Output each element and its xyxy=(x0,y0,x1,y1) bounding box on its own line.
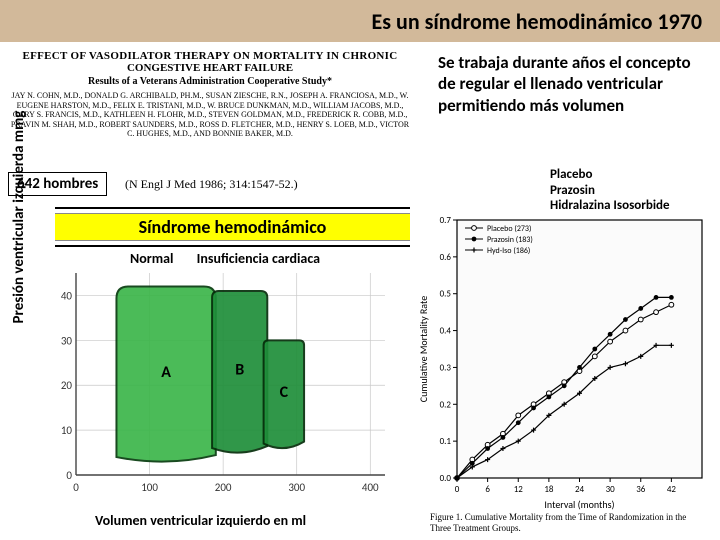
svg-text:24: 24 xyxy=(575,484,585,495)
legend-prazosin: Prazosin xyxy=(550,183,710,199)
paper-citation: (N Engl J Med 1986; 314:1547-52.) xyxy=(125,177,298,192)
mortality-chart: 0 6 12 18 24 30 36 42 0.0 0.1 0.2 0.3 0.4 0.5 0.6 0.7 In… xyxy=(415,212,710,512)
left-chart-y-label: Presión ventricular izquierda mmg xyxy=(10,92,28,342)
svg-text:0.7: 0.7 xyxy=(440,215,452,226)
svg-text:A: A xyxy=(161,363,171,382)
svg-text:Interval (months): Interval (months) xyxy=(544,498,614,511)
svg-text:Prazosin (183): Prazosin (183) xyxy=(487,235,533,245)
svg-text:10: 10 xyxy=(61,424,73,437)
figure-caption: Figure 1. Cumulative Mortality from the … xyxy=(430,512,700,534)
svg-text:0.5: 0.5 xyxy=(440,289,452,300)
svg-text:30: 30 xyxy=(61,334,73,347)
svg-text:300: 300 xyxy=(288,481,305,494)
svg-text:12: 12 xyxy=(514,484,524,495)
page-title: Es un síndrome hemodinámico 1970 xyxy=(372,8,702,35)
svg-text:Hyd-Iso (186): Hyd-Iso (186) xyxy=(487,246,530,256)
svg-text:18: 18 xyxy=(544,484,554,495)
commentary-line: Se trabaja durante años el concepto de r… xyxy=(438,52,691,116)
paper-header: EFFECT OF VASODILATOR THERAPY ON MORTALI… xyxy=(10,50,410,139)
svg-text:100: 100 xyxy=(141,481,158,494)
section-heading: Síndrome hemodinámico xyxy=(55,213,410,241)
svg-text:6: 6 xyxy=(485,484,490,495)
legend-placebo: Placebo xyxy=(550,167,710,183)
left-chart-x-label: Volumen ventricular izquierdo en ml xyxy=(95,512,306,529)
svg-text:30: 30 xyxy=(606,484,616,495)
svg-text:C: C xyxy=(280,383,289,402)
paper-subtitle: Results of a Veterans Administration Coo… xyxy=(10,76,410,87)
loop-series-labels: Normal Insuficiencia cardiaca xyxy=(120,250,330,267)
paper-authors: JAY N. COHN, M.D., DONALD G. ARCHIBALD, … xyxy=(10,91,410,139)
svg-text:0.3: 0.3 xyxy=(440,362,452,373)
pv-loop-chart: 0 100 200 300 400 0 10 20 30 40 A B C xyxy=(46,267,391,497)
svg-text:0.0: 0.0 xyxy=(440,473,452,484)
svg-text:20: 20 xyxy=(61,379,73,392)
content-area: EFFECT OF VASODILATOR THERAPY ON MORTALI… xyxy=(0,42,720,540)
svg-text:0.6: 0.6 xyxy=(440,252,452,263)
section-heading-band: Síndrome hemodinámico xyxy=(55,207,410,247)
svg-text:42: 42 xyxy=(667,484,677,495)
svg-text:0.2: 0.2 xyxy=(440,399,452,410)
svg-text:0: 0 xyxy=(66,469,72,482)
paper-title-1: EFFECT OF VASODILATOR THERAPY ON MORTALI… xyxy=(10,50,410,62)
svg-text:200: 200 xyxy=(215,481,232,494)
svg-text:B: B xyxy=(235,361,244,380)
title-bar: Es un síndrome hemodinámico 1970 xyxy=(0,0,720,42)
svg-text:Placebo (273): Placebo (273) xyxy=(487,224,531,234)
commentary-text: Se trabaja durante años el concepto de r… xyxy=(438,52,708,116)
svg-text:400: 400 xyxy=(362,481,379,494)
label-hf: Insuficiencia cardiaca xyxy=(197,250,320,267)
svg-text:0.4: 0.4 xyxy=(440,326,452,337)
svg-text:0: 0 xyxy=(73,481,79,494)
svg-text:36: 36 xyxy=(636,484,646,495)
treatment-legend: Placebo Prazosin Hidralazina Isosorbide xyxy=(550,167,710,214)
svg-text:0.1: 0.1 xyxy=(440,436,452,447)
svg-text:40: 40 xyxy=(61,289,73,302)
label-normal: Normal xyxy=(130,250,173,267)
paper-title-2: CONGESTIVE HEART FAILURE xyxy=(10,62,410,74)
svg-text:0: 0 xyxy=(455,484,460,495)
svg-text:Cumulative Mortality Rate: Cumulative Mortality Rate xyxy=(417,296,430,402)
